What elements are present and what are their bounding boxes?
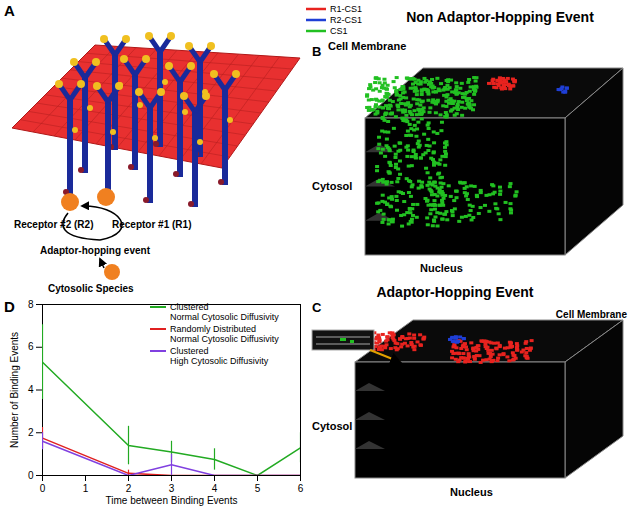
svg-text:6: 6 xyxy=(298,483,304,494)
html-text:Normal Cytosolic Diffusivity: Normal Cytosolic Diffusivity xyxy=(170,334,279,344)
svg-text:Cytosolic Species: Cytosolic Species xyxy=(48,283,134,294)
svg-text:Cell Membrane: Cell Membrane xyxy=(556,309,628,320)
svg-text:Adaptor-hopping event: Adaptor-hopping event xyxy=(40,245,151,256)
html-text:Clustered: Clustered xyxy=(170,346,209,356)
svg-text:2: 2 xyxy=(28,427,34,438)
svg-text:4: 4 xyxy=(212,483,218,494)
html-text:Randomly Distributed: Randomly Distributed xyxy=(170,324,256,334)
svg-text:D: D xyxy=(4,298,15,315)
html-text:Normal Cytosolic Diffusivity: Normal Cytosolic Diffusivity xyxy=(170,312,279,322)
svg-text:2: 2 xyxy=(126,483,132,494)
svg-text:Non Adaptor-Hopping Event: Non Adaptor-Hopping Event xyxy=(406,9,594,25)
svg-text:R2-CS1: R2-CS1 xyxy=(330,15,362,25)
svg-text:Cytosol: Cytosol xyxy=(312,180,352,192)
svg-text:Receptor #1 (R1): Receptor #1 (R1) xyxy=(112,219,191,230)
svg-text:Cytosol: Cytosol xyxy=(312,420,352,432)
svg-text:5: 5 xyxy=(255,483,261,494)
svg-text:4: 4 xyxy=(28,384,34,395)
svg-text:0: 0 xyxy=(40,483,46,494)
svg-text:R1-CS1: R1-CS1 xyxy=(330,4,362,14)
svg-text:3: 3 xyxy=(169,483,175,494)
html-text:Clustered: Clustered xyxy=(170,302,209,312)
svg-text:Time between Binding Events: Time between Binding Events xyxy=(106,495,238,506)
svg-text:0: 0 xyxy=(28,470,34,481)
svg-text:CS1: CS1 xyxy=(330,26,348,36)
svg-text:Nucleus: Nucleus xyxy=(420,262,463,274)
svg-text:1: 1 xyxy=(83,483,89,494)
svg-text:Number of Binding Events: Number of Binding Events xyxy=(9,332,20,448)
svg-text:6: 6 xyxy=(28,341,34,352)
svg-text:C: C xyxy=(312,300,322,315)
svg-text:Cell Membrane: Cell Membrane xyxy=(328,40,406,52)
svg-text:Nucleus: Nucleus xyxy=(450,486,493,498)
svg-text:8: 8 xyxy=(28,299,34,310)
svg-text:Adaptor-Hopping Event: Adaptor-Hopping Event xyxy=(376,284,533,300)
svg-text:Receptor #2 (R2): Receptor #2 (R2) xyxy=(14,219,93,230)
svg-text:B: B xyxy=(312,44,321,59)
svg-text:A: A xyxy=(4,2,15,19)
html-text:High Cytosolic Diffusivity: High Cytosolic Diffusivity xyxy=(170,356,269,366)
